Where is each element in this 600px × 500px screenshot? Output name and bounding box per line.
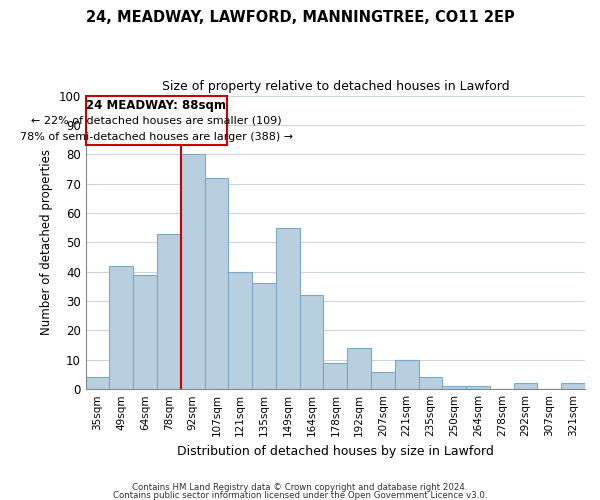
Bar [371,372,395,389]
Bar [347,348,371,389]
X-axis label: Distribution of detached houses by size in Lawford: Distribution of detached houses by size … [177,444,494,458]
Bar [133,274,157,389]
Bar [466,386,490,389]
Bar [181,154,205,389]
Text: Contains HM Land Registry data © Crown copyright and database right 2024.: Contains HM Land Registry data © Crown c… [132,484,468,492]
Text: 24, MEADWAY, LAWFORD, MANNINGTREE, CO11 2EP: 24, MEADWAY, LAWFORD, MANNINGTREE, CO11 … [86,10,514,25]
Text: 78% of semi-detached houses are larger (388) →: 78% of semi-detached houses are larger (… [20,132,293,141]
Bar [157,234,181,389]
Bar [229,272,252,389]
Bar [276,228,299,389]
Bar [252,284,276,389]
Bar [514,384,538,389]
Text: Contains public sector information licensed under the Open Government Licence v3: Contains public sector information licen… [113,490,487,500]
Bar [299,295,323,389]
Title: Size of property relative to detached houses in Lawford: Size of property relative to detached ho… [161,80,509,93]
Text: ← 22% of detached houses are smaller (109): ← 22% of detached houses are smaller (10… [31,116,282,126]
Bar [205,178,229,389]
Text: 24 MEADWAY: 88sqm: 24 MEADWAY: 88sqm [86,100,226,112]
Bar [109,266,133,389]
Bar [323,363,347,389]
Bar [86,378,109,389]
Bar [395,360,419,389]
Bar [561,384,585,389]
Bar [442,386,466,389]
FancyBboxPatch shape [86,96,227,146]
Bar [419,378,442,389]
Y-axis label: Number of detached properties: Number of detached properties [40,150,53,336]
